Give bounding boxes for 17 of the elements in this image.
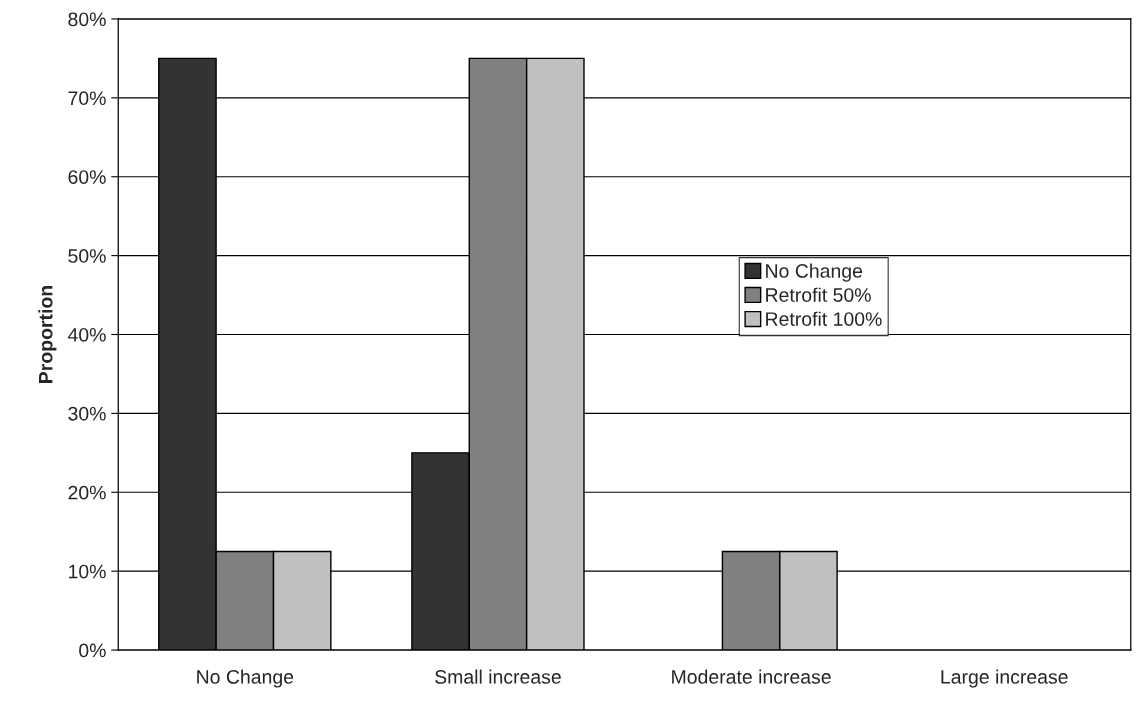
legend-label: Retrofit 50% — [766, 287, 871, 302]
y-tick-label: 50% — [68, 249, 106, 263]
x-tick-label: Moderate increase — [672, 669, 831, 684]
y-tick-label: 60% — [68, 170, 106, 184]
x-tick-label: Large increase — [941, 669, 1068, 688]
legend-label: No Change — [766, 263, 863, 282]
x-tick-label: No Change — [197, 669, 294, 688]
x-tick-label: Small increase — [435, 669, 561, 684]
y-tick-label: 20% — [68, 485, 106, 500]
y-tick-label: 70% — [68, 91, 106, 106]
y-tick-label: 0% — [79, 643, 106, 658]
y-tick-label: 30% — [68, 406, 106, 421]
y-tick-label: 10% — [69, 564, 106, 579]
legend-label: Retrofit 100% — [766, 311, 882, 326]
y-tick-label: 80% — [68, 12, 106, 27]
y-tick-label: 40% — [67, 327, 106, 342]
y-axis-title: Proportion — [38, 286, 57, 383]
